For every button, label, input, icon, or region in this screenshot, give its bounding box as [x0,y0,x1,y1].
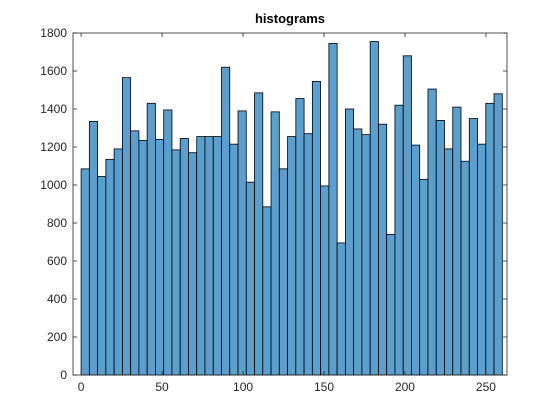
x-tick-label: 250 [476,380,496,394]
y-tick-label: 600 [47,254,67,268]
y-tick-label: 1000 [40,178,67,192]
x-tick-label: 50 [155,380,169,394]
histogram-bar [287,136,297,376]
histogram-bar [320,185,330,376]
histogram-bar [485,102,495,376]
histogram-bar [435,120,445,376]
histogram-bar [121,77,132,376]
histogram-bar [444,148,454,376]
histogram-bar [146,102,156,376]
histogram-bar [493,93,503,376]
histogram-bar [427,88,437,376]
histogram-bar [411,144,421,376]
x-tick-label: 0 [78,380,85,394]
y-tick-label: 1600 [40,64,67,78]
histogram-bar [97,176,107,376]
histogram-bar [460,160,470,376]
histogram-bar [295,98,305,376]
histogram-bar [204,136,214,376]
y-tick-label: 400 [47,292,67,306]
x-tick-label: 150 [314,380,334,394]
histogram-bar [130,130,140,376]
histogram-bar [155,138,165,376]
histogram-bar [477,143,487,376]
histogram-bar [402,55,412,376]
histogram-bar [88,120,99,376]
histogram-bar [369,41,379,376]
x-tick-label: 200 [395,380,415,394]
y-tick-label: 1400 [40,102,67,116]
histogram-bar [344,108,355,376]
histogram-bar [113,148,123,376]
histogram-bar [386,233,396,376]
histogram-bar [188,152,198,376]
histogram-bar [336,242,346,376]
histogram-bar [196,136,206,376]
histogram-bar [229,143,239,376]
histogram-bar [353,128,363,376]
histogram-bar [468,118,478,376]
histogram-bar [270,111,280,376]
histogram-bar [262,206,272,376]
histogram-bar [378,123,388,376]
axes-group: 0 50 100 150 200 250 0 200 400 600 800 1000 1200 1400… [40,26,508,394]
y-tick-label: 1800 [40,26,67,40]
y-tick-label: 200 [47,330,67,344]
histogram-bar [254,92,264,376]
histogram-bar [328,43,338,376]
histogram-bar [80,168,90,376]
histogram-bar [105,158,115,376]
histogram-bar [237,110,247,376]
histogram-bar [245,181,255,376]
histogram-bar [361,134,371,376]
histogram-bar [212,136,222,376]
histogram-bar [138,139,148,376]
histogram-bar [221,66,231,376]
histogram-bar [278,168,288,376]
histogram-bar [303,133,313,376]
histogram-bar [452,106,462,376]
y-tick-label: 800 [47,216,67,230]
chart-title: histograms [255,11,325,26]
y-tick-label: 1200 [40,140,67,154]
histogram-bar [419,178,429,376]
histogram-bar [163,109,173,376]
x-tick-label: 100 [233,380,253,394]
histogram-bar [171,149,181,376]
histogram-bar [179,138,189,376]
y-tick-label: 0 [60,368,67,382]
histogram-bar [394,104,404,376]
histogram-bar [311,81,322,376]
axes-box [72,32,508,376]
